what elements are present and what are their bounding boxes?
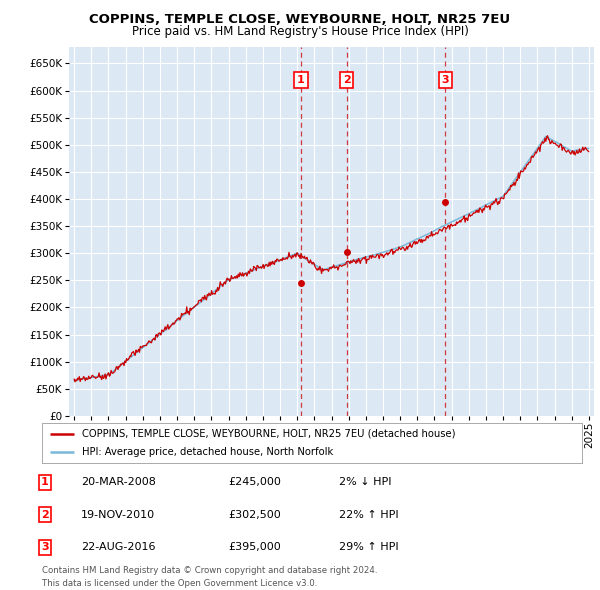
Text: This data is licensed under the Open Government Licence v3.0.: This data is licensed under the Open Gov… [42, 579, 317, 588]
Text: Price paid vs. HM Land Registry's House Price Index (HPI): Price paid vs. HM Land Registry's House … [131, 25, 469, 38]
Text: COPPINS, TEMPLE CLOSE, WEYBOURNE, HOLT, NR25 7EU (detached house): COPPINS, TEMPLE CLOSE, WEYBOURNE, HOLT, … [83, 429, 456, 439]
Text: COPPINS, TEMPLE CLOSE, WEYBOURNE, HOLT, NR25 7EU: COPPINS, TEMPLE CLOSE, WEYBOURNE, HOLT, … [89, 13, 511, 26]
Text: £245,000: £245,000 [228, 477, 281, 487]
Text: 3: 3 [442, 75, 449, 85]
Text: 29% ↑ HPI: 29% ↑ HPI [339, 542, 398, 552]
Text: £302,500: £302,500 [228, 510, 281, 520]
Text: 2% ↓ HPI: 2% ↓ HPI [339, 477, 391, 487]
Text: 22-AUG-2016: 22-AUG-2016 [81, 542, 155, 552]
Text: 19-NOV-2010: 19-NOV-2010 [81, 510, 155, 520]
Text: 22% ↑ HPI: 22% ↑ HPI [339, 510, 398, 520]
Text: 2: 2 [41, 510, 49, 520]
Text: 3: 3 [41, 542, 49, 552]
Text: 1: 1 [41, 477, 49, 487]
Text: 1: 1 [297, 75, 305, 85]
Text: 20-MAR-2008: 20-MAR-2008 [81, 477, 156, 487]
Text: £395,000: £395,000 [228, 542, 281, 552]
Text: HPI: Average price, detached house, North Norfolk: HPI: Average price, detached house, Nort… [83, 447, 334, 457]
Text: 2: 2 [343, 75, 350, 85]
Text: Contains HM Land Registry data © Crown copyright and database right 2024.: Contains HM Land Registry data © Crown c… [42, 566, 377, 575]
